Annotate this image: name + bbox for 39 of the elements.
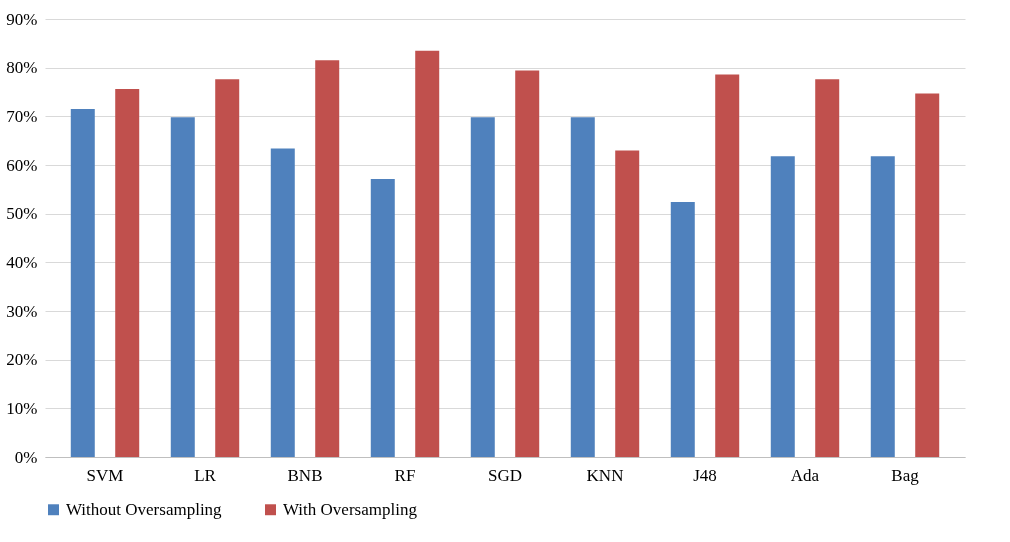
x-tick-label: RF xyxy=(394,465,416,485)
bar xyxy=(115,89,140,457)
y-tick-label: 30% xyxy=(6,301,38,321)
x-tick-label: LR xyxy=(194,465,217,485)
bar xyxy=(170,117,195,457)
bar xyxy=(315,60,340,457)
legend-label: Without Oversampling xyxy=(66,499,223,519)
bar xyxy=(915,93,940,457)
y-tick-label: 40% xyxy=(6,252,38,272)
bar xyxy=(515,70,540,457)
y-tick-label: 20% xyxy=(6,350,38,370)
x-tick-label: Bag xyxy=(891,465,920,485)
y-tick-label: 80% xyxy=(6,58,38,78)
bar xyxy=(215,79,240,457)
y-tick-label: 0% xyxy=(14,447,38,467)
bar xyxy=(70,109,95,457)
x-tick-label: SVM xyxy=(86,465,124,485)
x-tick-label: Ada xyxy=(790,465,820,485)
y-tick-label: 60% xyxy=(6,155,38,175)
bar xyxy=(715,74,740,457)
bar xyxy=(270,148,295,457)
bar xyxy=(470,117,495,457)
bar xyxy=(670,201,695,457)
bar xyxy=(370,179,395,457)
y-tick-label: 10% xyxy=(6,398,38,418)
y-tick-label: 90% xyxy=(6,9,38,29)
y-tick-label: 70% xyxy=(6,106,38,126)
y-tick-label: 50% xyxy=(6,204,38,224)
bar xyxy=(570,117,595,457)
legend-label: With Oversampling xyxy=(283,499,418,519)
bar xyxy=(770,156,795,457)
x-tick-label: KNN xyxy=(586,465,624,485)
x-tick-label: SGD xyxy=(487,465,523,485)
x-tick-label: BNB xyxy=(287,465,323,485)
bar xyxy=(870,156,895,457)
bar xyxy=(815,79,840,457)
x-tick-label: J48 xyxy=(693,465,717,485)
bar xyxy=(615,150,640,457)
bar xyxy=(415,50,440,457)
